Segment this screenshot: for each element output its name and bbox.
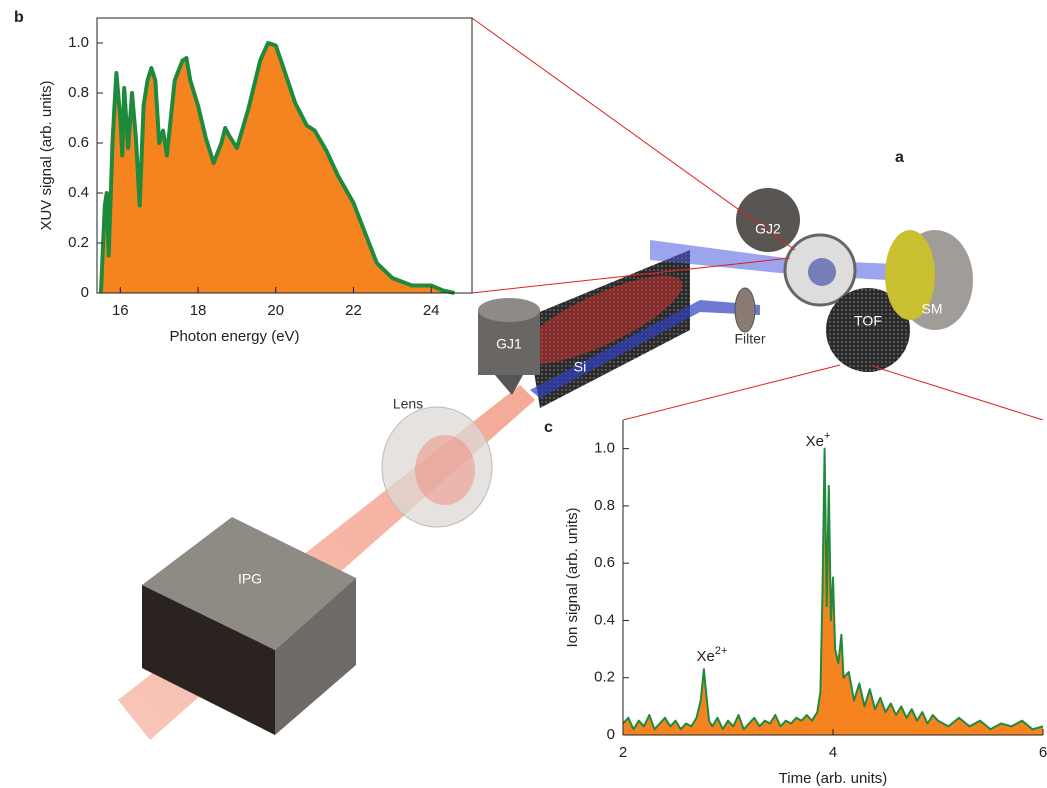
gj2	[736, 188, 800, 252]
annotation-text: Xe	[697, 648, 715, 665]
line	[98, 41, 455, 295]
plot-frame	[96, 17, 473, 294]
chart: 0 0.2 0.4 0.6 0.8 1.0 16 18 20 22 24 Photon energy …	[14, 9, 473, 345]
area-fill	[100, 43, 455, 293]
lens-spot	[415, 435, 475, 505]
y-tick-label: 0	[607, 726, 615, 743]
x-tick-label: 24	[423, 302, 440, 319]
x-tick-label: 16	[112, 302, 129, 319]
annotation: Xe+	[806, 430, 831, 450]
x-tick-label: 2	[619, 744, 627, 761]
ipg-top	[142, 517, 356, 650]
diagram-label: TOF	[854, 313, 882, 329]
zoom-line	[871, 365, 1044, 421]
gj1-top	[478, 298, 540, 322]
panel-label: b	[14, 9, 24, 26]
chart: 0 0.2 0.4 0.6 0.8 1.0 2 4 6 Time (arb. units) Ion …	[544, 419, 1047, 787]
annotation-sup: +	[824, 430, 830, 442]
x-axis-label: Time (arb. units)	[779, 770, 888, 787]
y-tick-label: 0.2	[594, 669, 615, 686]
silicon-glow	[517, 275, 683, 365]
y-tick-label: 0.2	[68, 234, 89, 251]
y-tick-label: 0.8	[68, 84, 89, 101]
x-tick-label: 4	[829, 744, 837, 761]
annotation-sup: 2+	[715, 645, 728, 657]
x-tick-label: 18	[190, 302, 207, 319]
x-tick-label: 6	[1039, 744, 1047, 761]
y-tick-label: 0	[81, 284, 89, 301]
y-axis-label: XUV signal (arb. units)	[38, 80, 55, 230]
zoom-line	[471, 257, 791, 294]
diagram-label: Filter	[734, 331, 765, 347]
y-tick-label: 0.6	[594, 554, 615, 571]
zoom-line	[471, 17, 796, 251]
y-axis-label: Ion signal (arb. units)	[564, 507, 581, 647]
sm-face	[885, 230, 935, 320]
tof	[826, 288, 910, 372]
y-tick-label: 0.8	[594, 497, 615, 514]
line	[622, 447, 1044, 731]
y-tick-label: 0.4	[68, 184, 89, 201]
filter	[734, 287, 756, 333]
y-tick-label: 1.0	[68, 34, 89, 51]
y-tick-label: 0.4	[594, 611, 615, 628]
diagram-label: Lens	[393, 396, 423, 412]
annotation-text: Xe	[806, 433, 824, 450]
diagram: a	[118, 17, 1044, 740]
diagram-label: GJ1	[496, 336, 522, 352]
panel-label: c	[544, 419, 553, 436]
panel-label: a	[895, 149, 904, 166]
diagram-label: SM	[922, 301, 943, 317]
zoom-line	[622, 364, 841, 421]
y-tick-label: 1.0	[594, 440, 615, 457]
ipg-front	[142, 585, 275, 735]
annotation: Xe2+	[697, 645, 728, 665]
diagram-label: Si	[574, 359, 586, 375]
x-tick-label: 20	[267, 302, 284, 319]
diagram-label: GJ2	[755, 221, 781, 237]
grid-ions	[808, 258, 836, 286]
x-tick-label: 22	[345, 302, 362, 319]
ipg-side	[275, 578, 356, 735]
diagram-label: IPG	[238, 571, 262, 587]
gj1-nozzle	[495, 375, 523, 395]
x-axis-label: Photon energy (eV)	[169, 328, 299, 345]
y-tick-label: 0.6	[68, 134, 89, 151]
